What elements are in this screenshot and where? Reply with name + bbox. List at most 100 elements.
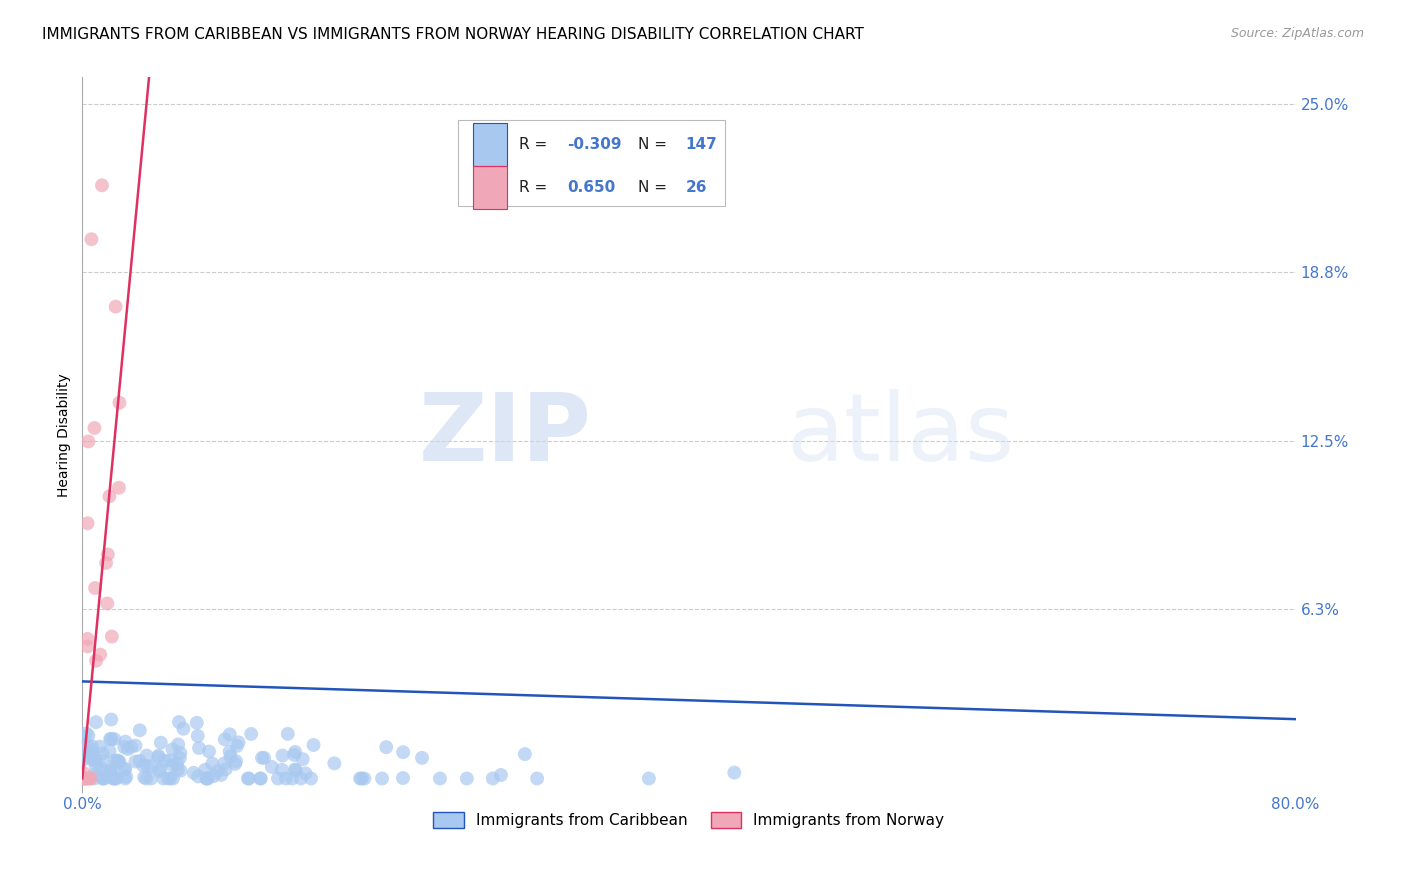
Point xyxy=(73,750,96,764)
Point xyxy=(124,739,146,753)
Point xyxy=(274,772,297,786)
Point xyxy=(91,754,114,768)
Point xyxy=(91,747,114,761)
Point xyxy=(167,714,190,729)
Point xyxy=(107,755,129,769)
Point xyxy=(83,768,105,782)
Point xyxy=(194,763,217,777)
Text: 26: 26 xyxy=(685,179,707,194)
Point xyxy=(353,772,375,786)
Point xyxy=(120,739,142,754)
Point xyxy=(270,763,292,777)
Point xyxy=(112,763,135,777)
Point xyxy=(228,735,250,749)
Point xyxy=(149,736,172,750)
Point xyxy=(284,745,307,759)
Point xyxy=(169,746,191,760)
Point xyxy=(183,765,205,780)
Point xyxy=(100,731,122,746)
Point xyxy=(104,772,127,786)
Point xyxy=(195,772,218,786)
Point xyxy=(136,759,159,773)
Point xyxy=(91,178,114,193)
Point xyxy=(89,739,111,754)
Point xyxy=(186,715,208,730)
Point xyxy=(202,769,225,783)
Point xyxy=(73,772,96,786)
Point xyxy=(526,772,548,786)
Point xyxy=(197,772,219,786)
Text: IMMIGRANTS FROM CARIBBEAN VS IMMIGRANTS FROM NORWAY HEARING DISABILITY CORRELATI: IMMIGRANTS FROM CARIBBEAN VS IMMIGRANTS … xyxy=(42,27,865,42)
Point xyxy=(411,751,433,765)
Point xyxy=(149,762,172,776)
Point xyxy=(73,737,96,751)
Point xyxy=(83,772,105,786)
Y-axis label: Hearing Disability: Hearing Disability xyxy=(58,373,72,497)
Point xyxy=(148,748,170,763)
Point xyxy=(172,722,194,736)
Point xyxy=(104,300,127,314)
Point xyxy=(112,740,135,755)
Point xyxy=(299,772,322,786)
Point xyxy=(162,742,184,756)
Point xyxy=(215,762,238,776)
Point xyxy=(124,755,146,769)
Point xyxy=(84,758,107,772)
Point xyxy=(139,772,162,786)
Point xyxy=(723,765,745,780)
Point xyxy=(100,763,122,777)
Point xyxy=(218,727,240,741)
Point xyxy=(135,748,157,763)
Point xyxy=(128,754,150,768)
Point xyxy=(76,632,98,646)
Point xyxy=(91,772,114,786)
Point xyxy=(214,732,236,747)
Point xyxy=(108,755,131,769)
Point xyxy=(83,421,105,435)
Point xyxy=(392,745,415,759)
Point xyxy=(224,756,246,771)
Point xyxy=(141,759,163,773)
Point xyxy=(167,738,190,752)
Point xyxy=(134,770,156,784)
Point xyxy=(103,772,125,786)
Point xyxy=(148,750,170,764)
Point xyxy=(294,766,316,780)
Point xyxy=(93,772,115,786)
Point xyxy=(97,548,120,562)
Point xyxy=(219,749,242,764)
Text: Source: ZipAtlas.com: Source: ZipAtlas.com xyxy=(1230,27,1364,40)
Point xyxy=(128,723,150,738)
Point xyxy=(98,744,121,758)
Point xyxy=(105,756,128,770)
Point xyxy=(290,772,312,786)
Point xyxy=(291,752,314,766)
Point xyxy=(84,581,107,595)
Point xyxy=(104,754,127,768)
Point xyxy=(73,772,96,786)
Point xyxy=(226,739,249,753)
Point xyxy=(101,772,124,786)
Point xyxy=(209,768,232,782)
Point xyxy=(80,744,103,758)
Point xyxy=(114,762,136,776)
Text: N =: N = xyxy=(638,179,672,194)
Point xyxy=(90,761,112,775)
Point xyxy=(77,434,100,449)
Point xyxy=(73,752,96,766)
Point xyxy=(638,772,661,786)
Point xyxy=(240,727,263,741)
Point xyxy=(188,741,211,756)
Point xyxy=(250,751,273,765)
Point xyxy=(93,772,115,786)
Point xyxy=(212,756,235,771)
Point xyxy=(94,770,117,784)
Point xyxy=(107,754,129,768)
Text: N =: N = xyxy=(638,136,672,152)
Point xyxy=(82,752,104,766)
Point xyxy=(513,747,536,761)
Point xyxy=(284,764,307,778)
Point xyxy=(94,556,117,570)
Point xyxy=(218,745,240,759)
Point xyxy=(456,772,478,786)
